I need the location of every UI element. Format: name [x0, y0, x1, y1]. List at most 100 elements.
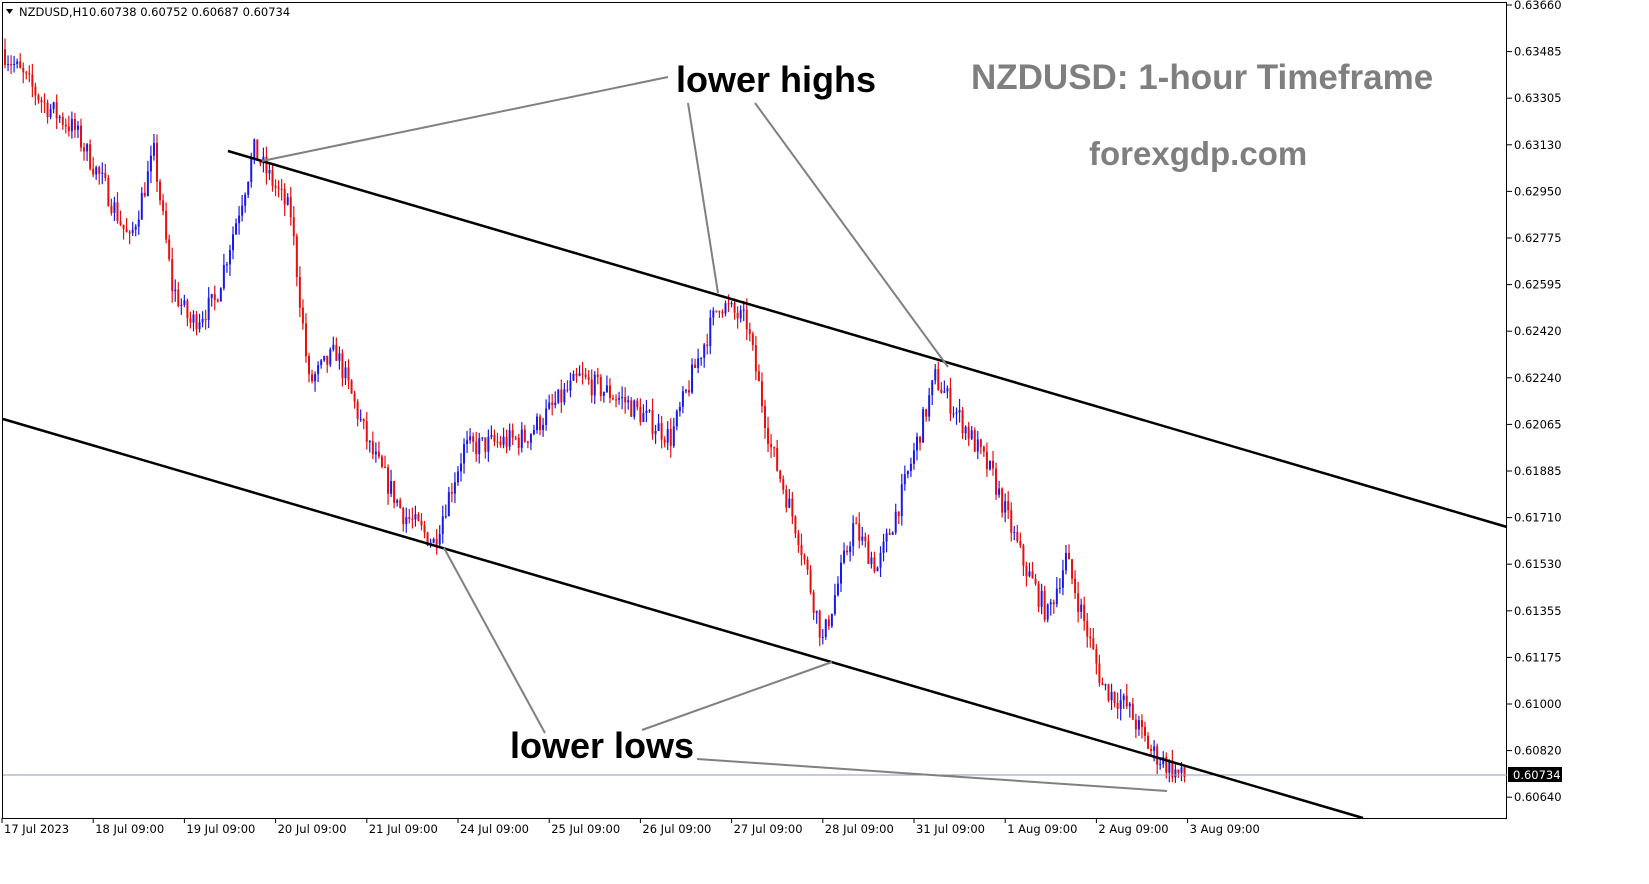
candle-body	[934, 369, 937, 381]
candle-body	[773, 447, 776, 449]
candle-body	[1098, 663, 1101, 683]
upper-channel-line	[227, 149, 1508, 529]
candle-body	[818, 610, 821, 638]
candle-body	[596, 374, 599, 378]
candle-body	[520, 429, 523, 448]
candle-body	[505, 436, 508, 447]
candle-body	[1174, 769, 1177, 778]
candle-body	[131, 229, 134, 233]
candle-body	[472, 436, 475, 442]
x-tick-label: 1 Aug 09:00	[1007, 822, 1077, 836]
y-tick-label: 0.63305	[1514, 91, 1562, 105]
candle-body	[645, 410, 648, 414]
pointer-lines	[261, 76, 1168, 792]
candle-body	[1131, 703, 1134, 720]
candle-body	[681, 391, 684, 407]
candle-body	[168, 239, 171, 260]
candle-body	[992, 460, 994, 469]
candle-body	[1034, 578, 1037, 584]
candle-body	[815, 610, 818, 613]
candle-body	[675, 411, 678, 427]
candle-body	[1052, 602, 1055, 605]
y-tick-label: 0.62065	[1514, 417, 1562, 431]
candle-body	[605, 385, 608, 393]
candle-body	[1010, 510, 1013, 533]
candle-body	[912, 450, 915, 464]
candle-body	[280, 188, 283, 190]
candle-body	[110, 205, 113, 213]
candle-body	[113, 202, 116, 213]
candle-body	[323, 355, 326, 361]
candle-body	[806, 559, 809, 570]
candle-body	[557, 389, 560, 403]
candle-body	[688, 390, 690, 393]
candle-body	[779, 470, 782, 480]
candle-body	[183, 300, 186, 305]
site-watermark: forexgdp.com	[1089, 135, 1307, 172]
candle-body	[1037, 583, 1040, 607]
candle-body	[618, 398, 621, 400]
candle-body	[858, 523, 861, 541]
candle-body	[1095, 648, 1098, 664]
candle-body	[967, 426, 970, 439]
candle-body	[542, 424, 545, 431]
candle-body	[456, 471, 459, 483]
candle-body	[204, 318, 207, 321]
candle-body	[396, 500, 399, 503]
candle-body	[1171, 760, 1174, 778]
candle-body	[800, 545, 803, 556]
plot-frame	[2, 2, 1507, 819]
candle-body	[1086, 620, 1089, 637]
candle-body	[612, 398, 614, 400]
candle-body	[928, 395, 931, 417]
candle-body	[31, 74, 34, 87]
candle-body	[250, 159, 253, 183]
candle-body	[238, 215, 241, 224]
y-tick-label: 0.61175	[1514, 650, 1562, 664]
candle-body	[80, 125, 82, 148]
candle-body	[526, 441, 529, 443]
candle-body	[894, 511, 897, 533]
candle-body	[958, 410, 961, 413]
pointer-low-3	[696, 758, 1168, 792]
candle-body	[657, 423, 660, 431]
candle-body	[575, 373, 578, 376]
candle-body	[672, 426, 675, 446]
candle-body	[608, 385, 611, 399]
candle-body	[301, 307, 304, 324]
candle-body	[1137, 720, 1140, 730]
candle-body	[235, 223, 238, 235]
collapse-triangle-icon[interactable]	[6, 9, 13, 14]
candle-body	[1150, 748, 1153, 751]
candle-body	[107, 177, 110, 206]
pointer-high-1	[261, 76, 669, 162]
x-tick-label: 28 Jul 09:00	[825, 822, 894, 836]
candle-body	[177, 289, 180, 306]
candle-body	[10, 63, 13, 66]
candle-body	[207, 297, 210, 321]
candle-body	[441, 516, 444, 535]
candle-body	[861, 536, 864, 541]
candle-body	[25, 72, 28, 74]
candle-body	[1080, 604, 1083, 612]
candle-body	[478, 438, 481, 455]
candle-body	[897, 511, 900, 516]
candle-body	[751, 333, 754, 346]
candle-body	[706, 344, 709, 347]
candle-body	[377, 451, 380, 457]
candle-body	[347, 367, 350, 381]
candle-body	[846, 550, 849, 553]
x-tick-label: 20 Jul 09:00	[278, 822, 347, 836]
candle-body	[119, 221, 122, 225]
candle-body	[1068, 552, 1070, 560]
candle-body	[225, 264, 228, 266]
candle-body	[244, 194, 247, 206]
candle-body	[466, 440, 469, 445]
y-tick-label: 0.61000	[1514, 697, 1562, 711]
candle-body	[335, 344, 338, 361]
candle-body	[405, 517, 408, 525]
candle-body	[387, 467, 390, 494]
candle-body	[277, 187, 280, 189]
candle-body	[180, 304, 183, 306]
candle-body	[92, 168, 95, 175]
